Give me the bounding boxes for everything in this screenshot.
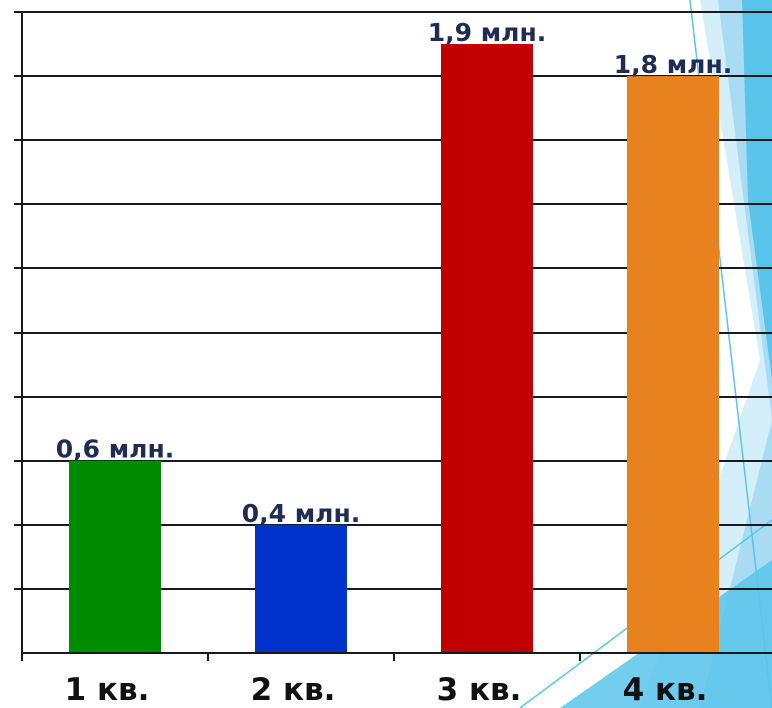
bar (69, 460, 161, 653)
x-tick-labels: 1 кв. 2 кв. 3 кв. 4 кв. (65, 672, 708, 708)
data-labels: 0,6 млн. 0,4 млн. 1,9 млн. 1,8 млн. (56, 18, 733, 528)
x-tick-label: 1 кв. (65, 672, 150, 708)
x-tick-label: 4 кв. (623, 672, 708, 708)
x-tick-label: 2 кв. (251, 672, 336, 708)
bar (627, 76, 719, 654)
data-label: 1,8 млн. (614, 50, 733, 79)
axes (21, 12, 772, 661)
decor-triangle-front (742, 0, 772, 380)
data-label: 0,6 млн. (56, 435, 175, 464)
x-tick-label: 3 кв. (437, 672, 522, 708)
bar (441, 44, 533, 654)
bar (255, 524, 347, 653)
data-label: 1,9 млн. (428, 18, 547, 47)
bars (69, 44, 719, 654)
data-label: 0,4 млн. (242, 499, 361, 528)
decor-triangle-back (640, 0, 772, 708)
